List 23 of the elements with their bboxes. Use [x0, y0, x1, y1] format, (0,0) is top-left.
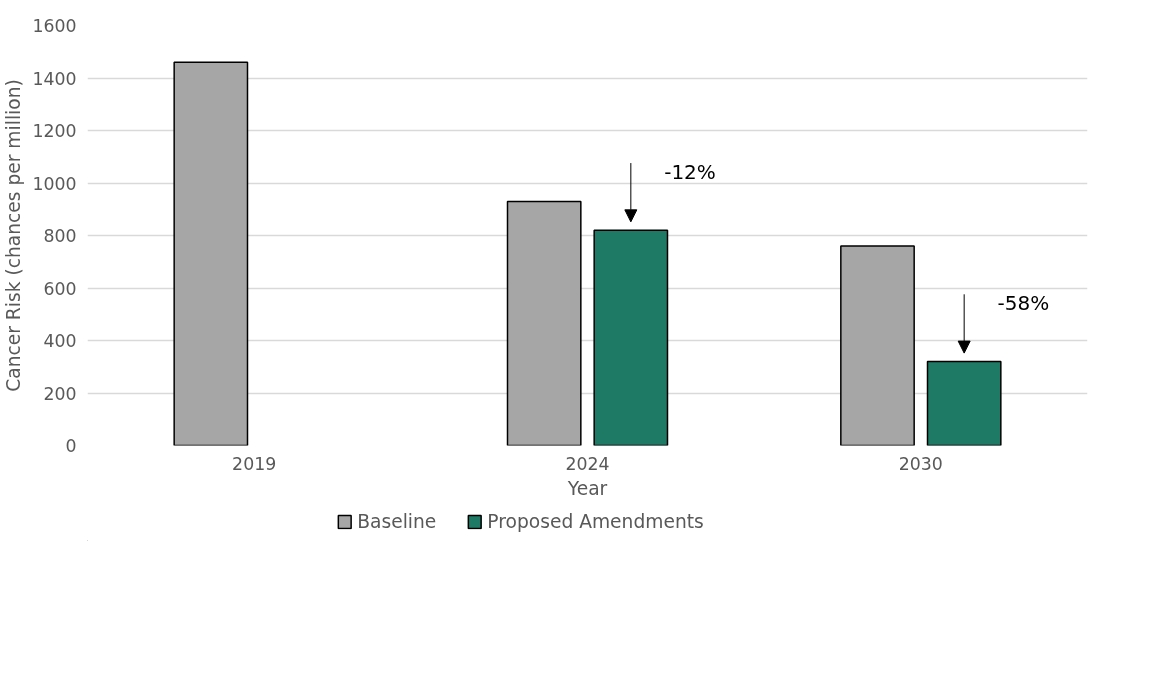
annotation: -12%	[664, 160, 716, 185]
bar	[506, 200, 582, 446]
legend-label: Baseline	[357, 510, 437, 532]
y-tick-label: 1000	[32, 173, 77, 194]
annotation: -58%	[997, 291, 1050, 316]
y-tick-label: 800	[43, 226, 77, 246]
y-tick-label: 0	[65, 436, 77, 456]
bar	[840, 245, 915, 446]
bar	[926, 360, 1002, 446]
y-tick-label: 1600	[32, 16, 77, 36]
x-tick-label: 2030	[898, 453, 943, 474]
y-tick-label: 400	[43, 331, 77, 351]
y-tick-label: 1400	[32, 68, 77, 89]
x-axis-title: Year	[566, 477, 608, 499]
bar	[593, 229, 669, 446]
x-tick-label: 2024	[565, 453, 610, 474]
x-tick-label: 2019	[232, 453, 277, 474]
y-axis-title: Cancer Risk (chances per million)	[3, 79, 25, 392]
bar	[173, 61, 249, 446]
y-tick-label: 600	[43, 278, 77, 299]
legend-label: Proposed Amendments	[487, 510, 704, 532]
y-tick-label: 200	[43, 383, 77, 404]
y-tick-label: 1200	[32, 121, 77, 141]
